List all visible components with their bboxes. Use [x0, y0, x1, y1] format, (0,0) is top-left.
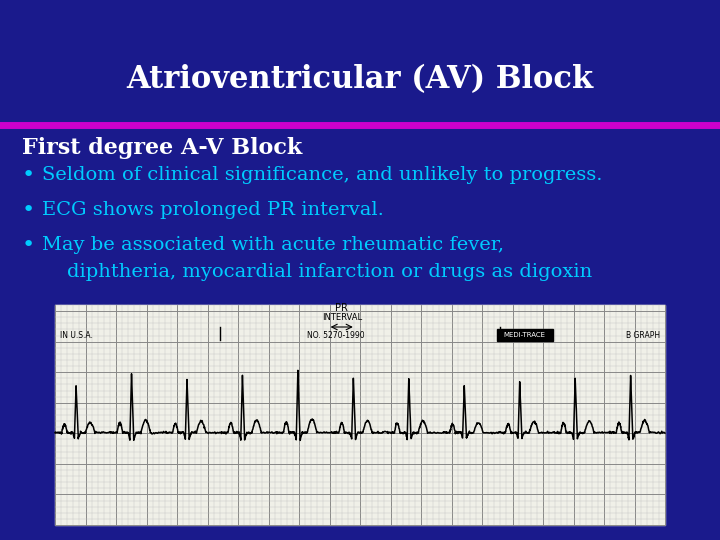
Text: INTERVAL: INTERVAL	[322, 313, 361, 322]
Text: NO. 5270-1990: NO. 5270-1990	[307, 330, 364, 340]
Text: B GRAPH: B GRAPH	[626, 330, 660, 340]
Text: Seldom of clinical significance, and unlikely to progress.: Seldom of clinical significance, and unl…	[42, 166, 603, 184]
Text: •: •	[22, 200, 35, 220]
Bar	[55, 305, 665, 525]
Text: MEDI-TRACE: MEDI-TRACE	[504, 332, 546, 338]
Text: PR: PR	[336, 303, 348, 313]
Text: diphtheria, myocardial infarction or drugs as digoxin: diphtheria, myocardial infarction or dru…	[42, 263, 593, 281]
Text: IN U.S.A.: IN U.S.A.	[60, 330, 93, 340]
Text: May be associated with acute rheumatic fever,: May be associated with acute rheumatic f…	[42, 236, 504, 254]
Text: •: •	[22, 235, 35, 255]
Text: Atrioventricular (AV) Block: Atrioventricular (AV) Block	[127, 64, 593, 96]
Bar	[497, 329, 553, 341]
Text: First degree A-V Block: First degree A-V Block	[22, 137, 302, 159]
Text: ECG shows prolonged PR interval.: ECG shows prolonged PR interval.	[42, 201, 384, 219]
Text: •: •	[22, 165, 35, 185]
